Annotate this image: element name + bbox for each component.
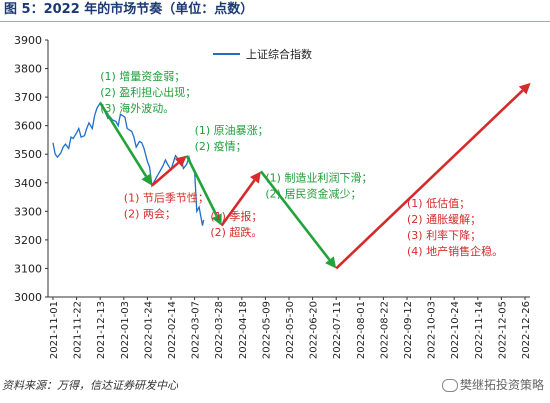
annotation-line: (2) 居民资金减少； [265,186,361,200]
trend-arrow-up [151,161,180,187]
market-rhythm-chart: 3000 3100 3200 3300 3400 3500 3600 3700 3800 3900… [14,34,532,359]
arrow-head-down [141,173,152,186]
trend-arrow-up [220,179,256,227]
trend-arrow-down [259,170,331,261]
y-tick-label: 3400 [14,177,42,190]
y-tick-label: 3600 [14,120,42,133]
x-tick-label: 2022-10-24 [450,301,461,359]
x-tick-label: 2022-05-09 [261,301,272,359]
x-tick-label: 2022-11-14 [474,301,485,359]
annotation-line: (1) 增量资金弱； [100,69,185,83]
annotation-line: (2) 超跌。 [210,225,262,239]
source-note: 资料来源：万得，信达证券研发中心 [2,379,178,392]
x-tick-label: 2022-03-07 [191,301,202,359]
y-tick-label: 3900 [14,34,42,47]
x-tick-label: 2022-08-22 [379,301,390,359]
x-tick-label: 2021-11-22 [73,301,84,359]
annotation-line: (1) 制造业利润下滑； [265,170,372,184]
annotation-line: (1) 季报； [210,209,262,223]
annotation-line: (3) 利率下降； [407,228,481,242]
wechat-icon [441,379,458,392]
y-tick-label: 3800 [14,63,42,76]
x-tick-label: 2022-12-05 [497,301,508,359]
annotation-line: (2) 疫情； [195,139,247,153]
y-tick-label: 3200 [14,234,42,247]
x-tick-label: 2022-09-12 [403,301,414,359]
arrow-head-up [249,171,261,184]
trend-arrows [99,82,531,270]
y-tick-label: 3300 [14,205,42,218]
trend-arrow-down [185,155,218,217]
x-tick-labels: 2021-11-01 2021-11-22 2021-12-13 2022-01-03… [49,301,532,359]
x-tick-label: 2022-01-03 [120,301,131,359]
annotation-line: (2) 两会； [124,207,176,220]
arrow-head-down [325,256,337,269]
x-tick-label: 2022-07-11 [332,301,343,359]
legend: 上证综合指数 [213,47,312,61]
x-tick-label: 2022-06-20 [309,301,320,359]
x-tick-label: 2022-03-28 [214,301,225,359]
trend-arrow-up [335,89,524,270]
x-tick-label: 2022-02-14 [167,301,178,359]
arrow-head-up [174,155,187,167]
x-tick-label: 2022-10-03 [427,301,438,359]
y-tick-labels: 3000 3100 3200 3300 3400 3500 3600 3700 3800 3900 [14,34,42,304]
annotation-line: (1) 原油暴涨； [195,123,269,137]
trend-arrow-down [99,102,148,177]
y-tick-label: 3700 [14,91,42,104]
x-tick-label: 2022-12-26 [521,301,532,359]
y-tick-label: 3100 [14,262,42,275]
grid-and-axes [45,39,530,300]
x-tick-label: 2022-05-30 [285,301,296,359]
annotation-line: (4) 地产销售企稳。 [407,244,503,258]
annotation-line: (1) 节后季节性； [124,190,209,204]
chart-title: 图 5：2022 年的市场节奏（单位：点数） [0,0,550,22]
annotation-line: (3) 海外波动。 [100,101,174,115]
y-tick-label: 3000 [14,291,42,304]
x-tick-label: 2021-11-01 [49,301,60,359]
x-tick-label: 2022-01-24 [143,301,154,359]
x-tick-label: 2022-04-18 [238,301,249,359]
legend-label: 上证综合指数 [246,47,312,61]
annotation-line: (2) 盈利担心出现； [100,85,196,99]
watermark: 樊继拓投资策略 [441,376,544,393]
x-tick-label: 2021-12-13 [96,301,107,359]
arrow-head-down [211,213,222,226]
annotations: (1) 增量资金弱； (2) 盈利担心出现； (3) 海外波动。 (1) 原油暴涨； (… [100,69,503,258]
arrow-head-up [518,82,531,95]
y-tick-label: 3500 [14,148,42,161]
watermark-text: 樊继拓投资策略 [459,378,544,392]
annotation-line: (1) 低估值； [407,197,470,210]
x-tick-label: 2022-08-01 [356,301,367,359]
annotation-line: (2) 通胀缓解； [407,212,481,226]
